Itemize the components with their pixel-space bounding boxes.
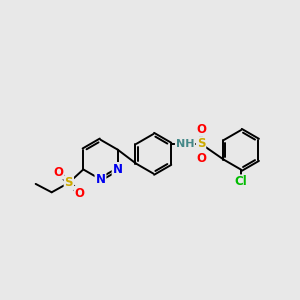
- Text: N: N: [112, 163, 123, 176]
- Text: O: O: [53, 166, 63, 178]
- Text: S: S: [64, 176, 73, 189]
- Text: O: O: [196, 123, 206, 136]
- Text: Cl: Cl: [235, 176, 248, 188]
- Text: N: N: [95, 173, 106, 186]
- Text: NH: NH: [176, 139, 194, 149]
- Text: S: S: [197, 137, 205, 150]
- Text: O: O: [74, 187, 85, 200]
- Text: O: O: [196, 152, 206, 165]
